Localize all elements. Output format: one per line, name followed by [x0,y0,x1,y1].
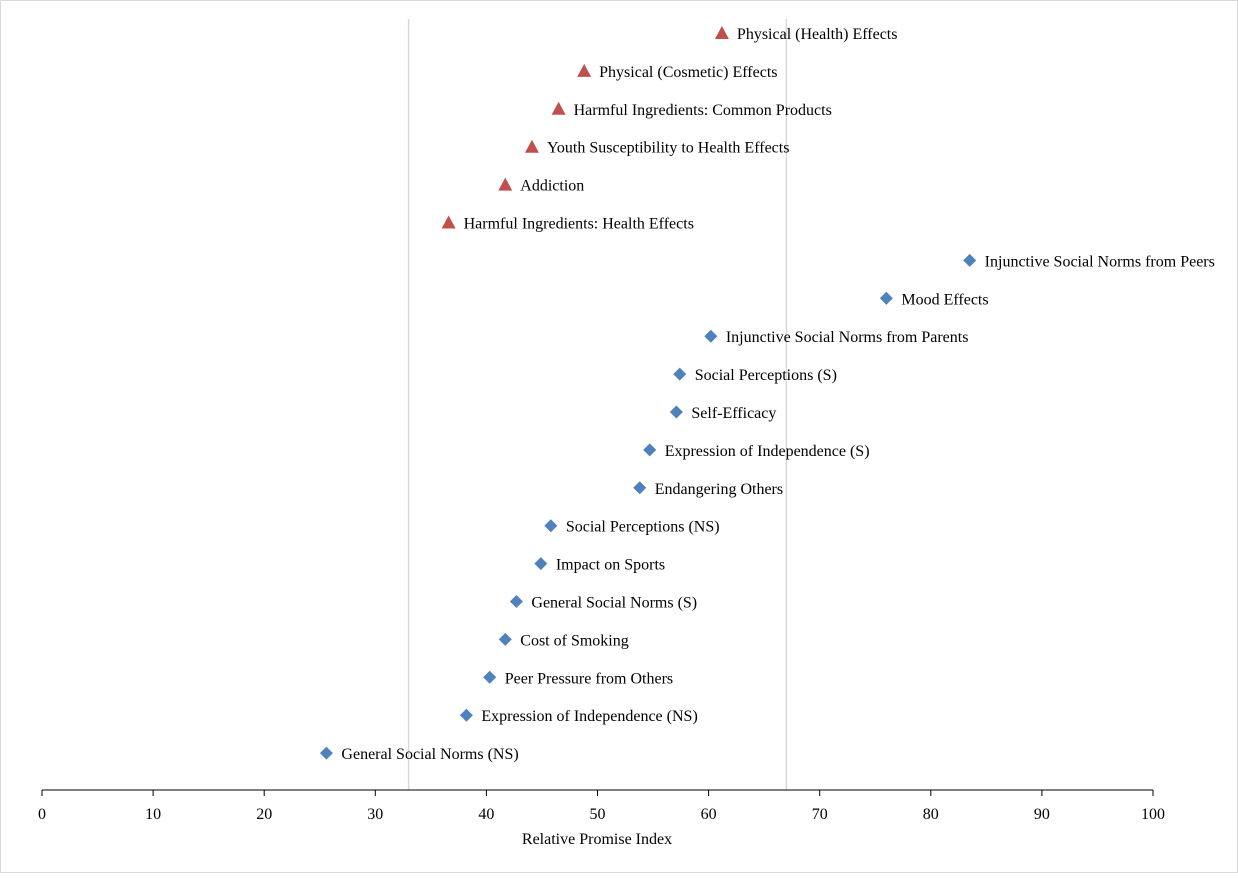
point-label-16: Cost of Smoking [520,632,628,649]
point-label-12: Endangering Others [655,481,783,498]
x-tick-label-5: 50 [590,806,606,823]
point-label-18: Expression of Independence (NS) [481,708,697,725]
point-label-15: General Social Norms (S) [531,595,697,612]
point-marker-16 [498,632,512,646]
point-marker-1 [577,63,592,77]
x-tick-label-3: 30 [367,806,383,823]
point-label-9: Social Perceptions (S) [695,367,837,384]
x-tick-label-2: 20 [256,806,272,823]
point-marker-7 [879,291,893,305]
point-marker-11 [643,443,657,457]
point-marker-0 [714,26,729,39]
point-label-5: Harmful Ingredients: Health Effects [464,216,694,233]
x-tick-label-10: 100 [1141,806,1165,823]
point-label-2: Harmful Ingredients: Common Products [574,102,832,119]
point-marker-4 [498,177,513,191]
point-label-3: Youth Susceptibility to Health Effects [547,140,790,157]
point-marker-8 [704,329,718,343]
point-label-8: Injunctive Social Norms from Parents [726,329,969,346]
point-label-13: Social Perceptions (NS) [566,519,720,536]
x-tick-label-1: 10 [145,806,161,823]
point-marker-9 [673,367,687,381]
x-axis-title: Relative Promise Index [522,831,672,848]
x-tick-label-0: 0 [38,806,46,823]
point-label-17: Peer Pressure from Others [505,670,673,687]
point-label-4: Addiction [520,178,584,195]
x-tick-label-4: 40 [478,806,494,823]
x-axis: 0 10 20 30 40 50 60 70 80 90 100 [38,789,1165,823]
point-marker-15 [509,595,523,608]
x-tick-label-9: 90 [1034,806,1050,823]
point-label-0: Physical (Health) Effects [737,26,898,43]
point-marker-10 [669,405,683,419]
point-marker-17 [483,670,497,684]
point-marker-3 [524,139,539,153]
x-tick-label-7: 70 [812,806,828,823]
point-marker-2 [551,101,566,115]
point-label-14: Impact on Sports [556,557,665,574]
point-marker-18 [459,708,473,722]
point-marker-5 [441,215,456,229]
point-label-11: Expression of Independence (S) [665,443,870,460]
point-marker-19 [319,746,333,760]
point-marker-14 [534,557,548,571]
data-points: Physical (Health) Effects Physical (Cosme… [319,26,1215,763]
point-label-7: Mood Effects [901,291,988,308]
point-label-1: Physical (Cosmetic) Effects [599,64,777,81]
point-marker-12 [633,481,647,495]
x-tick-label-8: 80 [923,806,939,823]
point-label-6: Injunctive Social Norms from Peers [985,253,1215,270]
reference-lines [407,19,788,790]
point-label-10: Self-Efficacy [691,405,776,422]
point-marker-13 [544,519,558,533]
point-marker-6 [963,253,977,267]
x-tick-label-6: 60 [701,806,717,823]
point-label-19: General Social Norms (NS) [341,746,518,763]
